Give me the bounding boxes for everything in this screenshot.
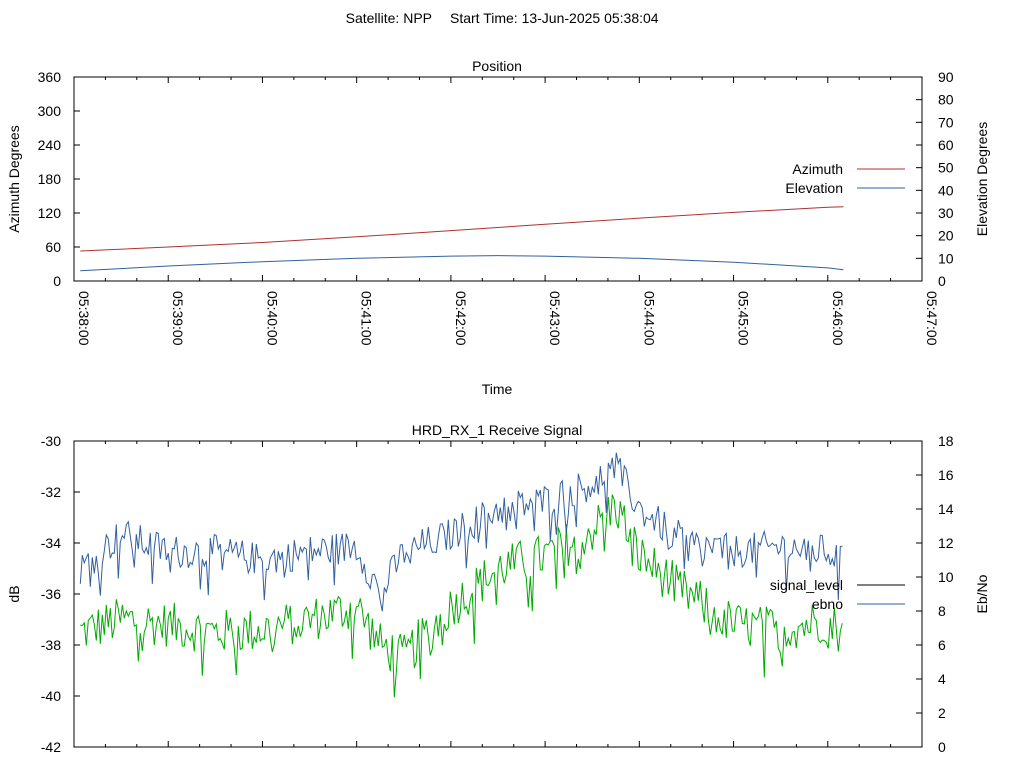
x-tick-label: 05:46:00 xyxy=(830,291,846,346)
position-legend: Azimuth Elevation xyxy=(785,161,905,196)
y2-tick-label: 60 xyxy=(938,137,954,153)
azimuth-line xyxy=(80,206,844,252)
y2-tick-label: 14 xyxy=(938,501,954,517)
position-x-ticks: 05:38:00 05:39:00 05:40:00 05:41:00 05:42:00… xyxy=(73,77,940,346)
y2-tick-label: 50 xyxy=(938,160,954,176)
y2-tick-label: 6 xyxy=(938,637,946,653)
y2-tick-label: 16 xyxy=(938,467,954,483)
y-tick-label: 0 xyxy=(53,273,61,289)
x-tick-label: 05:38:00 xyxy=(76,291,92,346)
position-chart-title: Position xyxy=(472,58,522,74)
y2-tick-label: 10 xyxy=(938,569,954,585)
y-tick-label: 120 xyxy=(38,205,62,221)
y-tick-label: -42 xyxy=(41,739,61,755)
position-y2-ticks: 0 10 20 30 40 50 60 70 80 90 xyxy=(916,69,954,289)
position-y-axis-label: Azimuth Degrees xyxy=(6,125,22,232)
legend-elevation-label: Elevation xyxy=(785,180,843,196)
x-tick-label: 05:41:00 xyxy=(359,291,375,346)
x-tick-label: 05:47:00 xyxy=(924,291,940,346)
y2-tick-label: 80 xyxy=(938,92,954,108)
y2-tick-label: 20 xyxy=(938,228,954,244)
y2-tick-label: 18 xyxy=(938,433,954,449)
y2-tick-label: 0 xyxy=(938,739,946,755)
y-tick-label: -38 xyxy=(41,637,61,653)
y2-tick-label: 70 xyxy=(938,114,954,130)
signal-y2-axis-label: Eb/No xyxy=(974,574,990,613)
ebno-line xyxy=(79,452,843,612)
y-tick-label: 60 xyxy=(45,239,61,255)
position-plot-frame xyxy=(73,76,923,282)
position-y-ticks: 0 60 120 180 240 300 360 xyxy=(38,69,80,289)
y2-tick-label: 2 xyxy=(938,705,946,721)
y-tick-label: 360 xyxy=(38,69,62,85)
y2-tick-label: 90 xyxy=(938,69,954,85)
y-tick-label: 240 xyxy=(38,137,62,153)
x-tick-label: 05:42:00 xyxy=(453,291,469,346)
signal-chart: HRD_RX_1 Receive Signal -42-40-38-36-34-… xyxy=(6,422,990,755)
x-tick-label: 05:40:00 xyxy=(264,291,280,346)
y2-tick-label: 10 xyxy=(938,250,954,266)
signal-y-axis-label: dB xyxy=(6,585,22,602)
y-tick-label: -32 xyxy=(41,484,61,500)
y-tick-label: -40 xyxy=(41,688,61,704)
signal-legend: signal_level ebno xyxy=(770,577,905,612)
position-y2-axis-label: Elevation Degrees xyxy=(974,122,990,236)
y-tick-label: 300 xyxy=(38,103,62,119)
y-tick-label: 180 xyxy=(38,171,62,187)
y-tick-label: -30 xyxy=(41,433,61,449)
x-tick-label: 05:43:00 xyxy=(547,291,563,346)
signal-x-ticks xyxy=(73,441,923,747)
start-time-label: Start Time: 13-Jun-2025 05:38:04 xyxy=(450,10,659,26)
y2-tick-label: 8 xyxy=(938,603,946,619)
y2-tick-label: 12 xyxy=(938,535,954,551)
y-tick-label: -34 xyxy=(41,535,61,551)
position-x-axis-label: Time xyxy=(482,381,513,397)
signal-chart-title: HRD_RX_1 Receive Signal xyxy=(412,422,582,438)
satellite-label: Satellite: NPP xyxy=(346,10,432,26)
x-tick-label: 05:44:00 xyxy=(641,291,657,346)
signal-y-ticks: -42 -40 -38 -36 -34 -32 -30 xyxy=(41,433,80,755)
legend-azimuth-label: Azimuth xyxy=(792,161,843,177)
legend-signal-level-label: signal_level xyxy=(770,577,843,593)
signal-series xyxy=(79,452,843,698)
elevation-line xyxy=(80,255,844,272)
y2-tick-label: 4 xyxy=(938,671,946,687)
y2-tick-label: 30 xyxy=(938,205,954,221)
position-chart: Position 05:38:00 05:39:00 05:40:00 05:41:0… xyxy=(6,58,990,397)
signal-y2-ticks: 0 2 4 6 8 10 12 14 16 18 xyxy=(916,433,954,755)
y-tick-label: -36 xyxy=(41,586,61,602)
legend-ebno-label: ebno xyxy=(812,596,843,612)
y2-tick-label: 0 xyxy=(938,273,946,289)
y2-tick-label: 40 xyxy=(938,182,954,198)
signal-level-line xyxy=(80,494,843,698)
x-tick-label: 05:39:00 xyxy=(170,291,186,346)
signal-plot-frame xyxy=(73,440,923,748)
x-tick-label: 05:45:00 xyxy=(736,291,752,346)
position-series xyxy=(80,206,844,272)
